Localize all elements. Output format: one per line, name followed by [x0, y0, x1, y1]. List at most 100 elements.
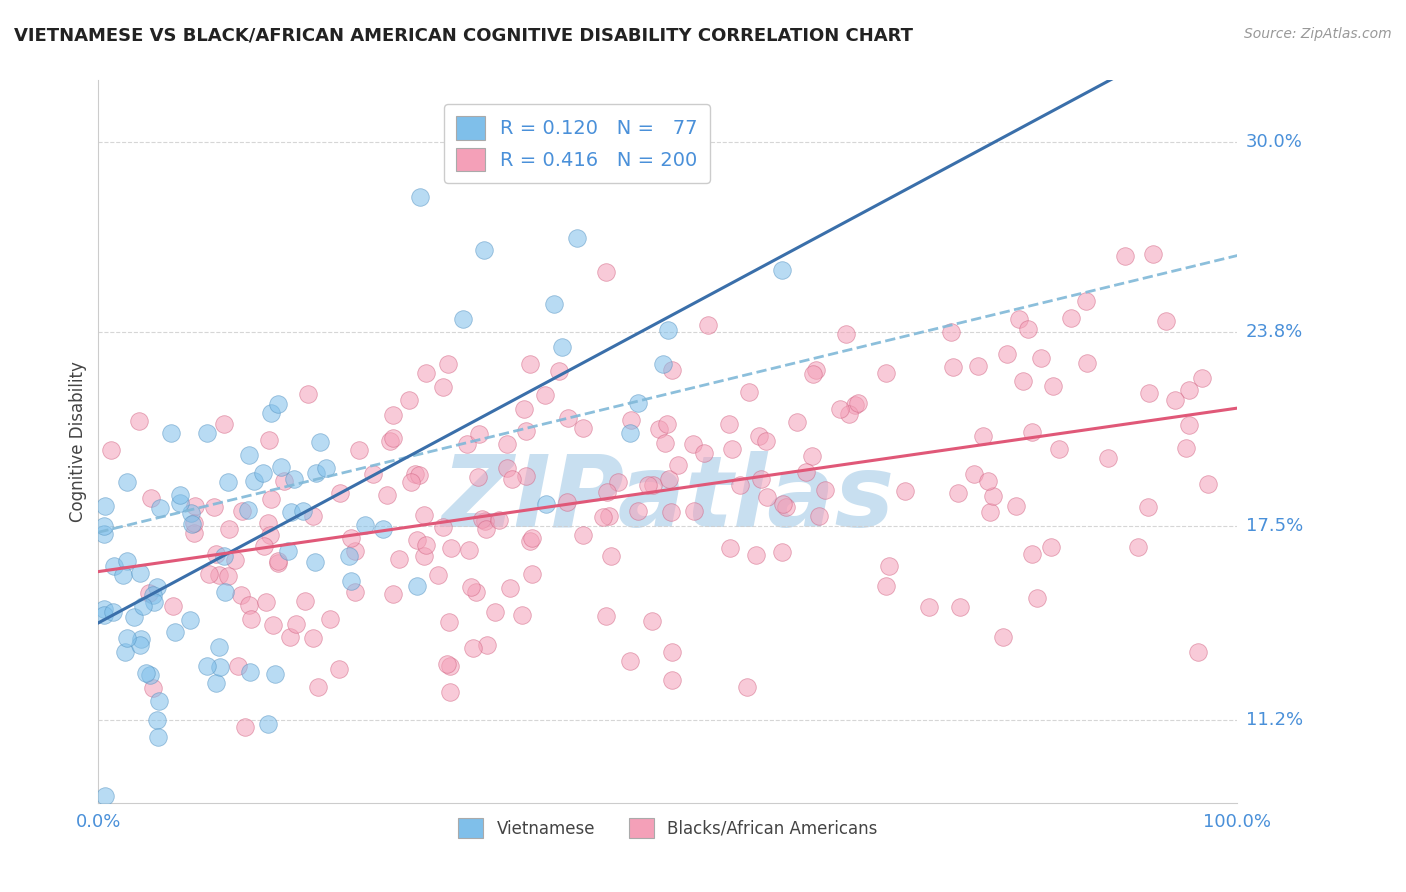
Point [343, 544, 366, 558]
Point [297, 387, 319, 401]
Point [456, 437, 478, 451]
Point [697, 318, 720, 332]
Point [1021, 547, 1043, 561]
Point [977, 474, 1000, 488]
Point [437, 357, 460, 371]
Point [786, 415, 808, 429]
Point [146, 713, 169, 727]
Point [344, 585, 367, 599]
Point [212, 417, 235, 431]
Point [658, 472, 681, 486]
Point [439, 541, 461, 556]
Point [1021, 425, 1043, 440]
Point [412, 508, 434, 522]
Point [875, 366, 897, 380]
Point [195, 658, 218, 673]
Point [432, 379, 454, 393]
Point [519, 357, 541, 371]
Point [946, 485, 969, 500]
Point [231, 588, 253, 602]
Point [775, 500, 797, 514]
Point [135, 666, 157, 681]
Point [149, 500, 172, 515]
Point [217, 569, 239, 583]
Text: 23.8%: 23.8% [1246, 324, 1303, 342]
Point [942, 360, 965, 375]
Point [94, 500, 117, 514]
Point [460, 580, 482, 594]
Point [183, 516, 205, 530]
Point [755, 434, 778, 448]
Point [1114, 249, 1136, 263]
Point [718, 417, 741, 431]
Point [543, 297, 565, 311]
Point [181, 516, 204, 531]
Point [283, 472, 305, 486]
Point [467, 470, 489, 484]
Point [340, 531, 363, 545]
Point [302, 631, 325, 645]
Point [619, 425, 641, 440]
Point [1008, 312, 1031, 326]
Point [1128, 540, 1150, 554]
Point [347, 442, 370, 457]
Point [770, 545, 793, 559]
Point [208, 568, 231, 582]
Point [388, 552, 411, 566]
Point [142, 681, 165, 695]
Point [643, 477, 665, 491]
Point [1191, 371, 1213, 385]
Point [354, 518, 377, 533]
Point [404, 467, 426, 481]
Point [484, 606, 506, 620]
Point [238, 598, 260, 612]
Point [132, 599, 155, 613]
Point [595, 609, 617, 624]
Point [520, 531, 543, 545]
Point [1136, 500, 1159, 514]
Point [238, 448, 260, 462]
Point [257, 516, 280, 531]
Point [212, 549, 235, 563]
Point [472, 244, 495, 258]
Point [254, 595, 277, 609]
Point [495, 460, 517, 475]
Point [426, 568, 449, 582]
Point [256, 717, 278, 731]
Point [979, 505, 1001, 519]
Point [949, 600, 972, 615]
Point [1178, 418, 1201, 433]
Point [128, 414, 150, 428]
Point [243, 474, 266, 488]
Point [534, 497, 557, 511]
Point [627, 396, 650, 410]
Point [218, 523, 240, 537]
Point [877, 558, 900, 573]
Point [139, 668, 162, 682]
Point [652, 358, 675, 372]
Point [846, 395, 869, 409]
Point [533, 388, 555, 402]
Point [772, 497, 794, 511]
Point [963, 467, 986, 481]
Point [208, 640, 231, 654]
Point [682, 437, 704, 451]
Point [844, 398, 866, 412]
Point [683, 504, 706, 518]
Point [1012, 374, 1035, 388]
Point [319, 612, 342, 626]
Point [399, 475, 422, 489]
Point [146, 731, 169, 745]
Legend: Vietnamese, Blacks/African Americans: Vietnamese, Blacks/African Americans [451, 812, 884, 845]
Point [477, 638, 499, 652]
Point [806, 362, 828, 376]
Point [749, 472, 772, 486]
Point [231, 504, 253, 518]
Text: VIETNAMESE VS BLACK/AFRICAN AMERICAN COGNITIVE DISABILITY CORRELATION CHART: VIETNAMESE VS BLACK/AFRICAN AMERICAN COG… [14, 27, 912, 45]
Point [239, 665, 262, 679]
Point [738, 385, 761, 400]
Text: 11.2%: 11.2% [1246, 711, 1303, 729]
Point [415, 538, 437, 552]
Point [770, 262, 793, 277]
Point [720, 442, 742, 456]
